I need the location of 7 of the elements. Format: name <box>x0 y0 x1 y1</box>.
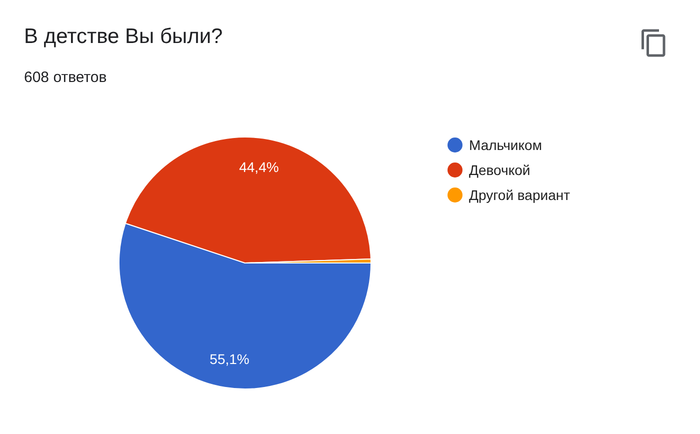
data-label: 44,4% <box>239 158 279 175</box>
chart-title: В детстве Вы были? <box>24 25 223 49</box>
chart-subtitle: 608 ответов <box>24 69 107 86</box>
legend-label: Другой вариант <box>469 186 570 202</box>
legend-label: Девочкой <box>469 162 530 178</box>
data-label: 55,1% <box>210 350 250 367</box>
legend-label: Мальчиком <box>469 136 542 152</box>
